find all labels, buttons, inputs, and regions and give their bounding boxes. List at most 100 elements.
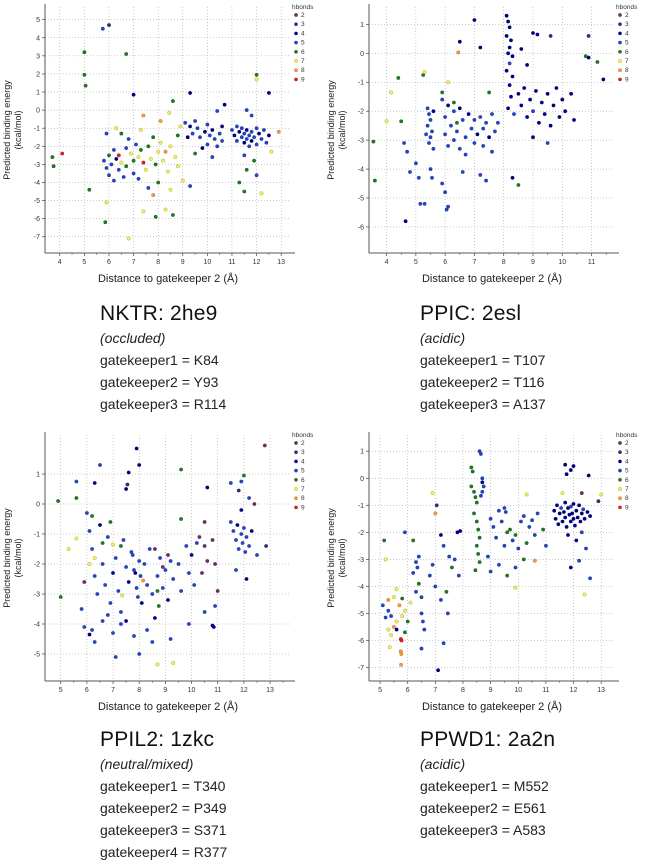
svg-text:0: 0 [36, 108, 40, 115]
svg-text:-1: -1 [358, 503, 364, 510]
svg-text:4: 4 [385, 259, 389, 266]
svg-text:Predicted binding energy: Predicted binding energy [2, 80, 12, 180]
svg-text:10: 10 [203, 259, 211, 266]
svg-text:12: 12 [240, 687, 248, 694]
svg-text:2: 2 [625, 440, 629, 447]
svg-text:7: 7 [625, 486, 629, 493]
svg-text:2: 2 [36, 71, 40, 78]
svg-text:7: 7 [625, 58, 629, 65]
svg-text:-3: -3 [358, 557, 364, 564]
caption-line: gatekeeper1 = M552 [420, 778, 549, 794]
svg-text:8: 8 [137, 687, 141, 694]
caption-line: gatekeeper1 = K84 [100, 352, 219, 368]
svg-text:(kcal/mol): (kcal/mol) [13, 538, 23, 577]
svg-text:Predicted binding energy: Predicted binding energy [326, 508, 336, 608]
svg-text:1: 1 [360, 449, 364, 456]
chart-panel-ppwd1: 5 6 7 8 9 10 11 12 13 1 0 -1 -2 -3 -4 -5 -6 -7 Distance to… [324, 428, 648, 838]
svg-text:3: 3 [625, 449, 629, 456]
svg-text:9: 9 [625, 504, 629, 511]
svg-text:0: 0 [36, 502, 40, 509]
svg-text:10: 10 [514, 687, 522, 694]
svg-text:9: 9 [301, 76, 305, 83]
svg-text:5: 5 [301, 40, 305, 47]
svg-text:5: 5 [301, 468, 305, 475]
chart-caption-ppwd1: PPWD1: 2a2n (acidic) gatekeeper1 = M552 g… [324, 718, 648, 838]
svg-text:7: 7 [433, 687, 437, 694]
svg-text:-4: -4 [34, 622, 40, 629]
svg-text:8: 8 [301, 495, 305, 502]
svg-text:0: 0 [360, 476, 364, 483]
svg-text:Distance to gatekeeper 2 (Å): Distance to gatekeeper 2 (Å) [98, 700, 238, 713]
svg-text:2: 2 [625, 12, 629, 19]
caption-line: gatekeeper2 = T116 [420, 374, 545, 390]
svg-text:3: 3 [301, 21, 305, 28]
chart-caption-ppic: PPIC: 2esl (acidic) gatekeeper1 = T107 ga… [324, 290, 648, 428]
svg-text:-5: -5 [358, 196, 364, 203]
caption-gatekeepers: gatekeeper1 = M552 gatekeeper2 = E561 gate… [420, 778, 648, 838]
caption-line: gatekeeper2 = P349 [100, 800, 227, 816]
caption-gatekeepers: gatekeeper1 = K84 gatekeeper2 = Y93 gateke… [100, 352, 324, 412]
svg-text:-2: -2 [358, 109, 364, 116]
svg-text:2: 2 [301, 12, 305, 19]
svg-text:11: 11 [214, 687, 221, 694]
svg-text:6: 6 [85, 687, 89, 694]
svg-text:-4: -4 [34, 180, 40, 187]
svg-text:(kcal/mol): (kcal/mol) [337, 538, 347, 577]
svg-text:-4: -4 [358, 167, 364, 174]
svg-text:Distance to gatekeeper 2 (Å): Distance to gatekeeper 2 (Å) [422, 272, 562, 285]
svg-text:11: 11 [228, 259, 235, 266]
caption-line: gatekeeper1 = T340 [100, 778, 226, 794]
svg-text:7: 7 [132, 259, 136, 266]
chart-caption-nktr: NKTR: 2he9 (occluded) gatekeeper1 = K84 g… [0, 290, 324, 428]
caption-line: gatekeeper3 = A137 [420, 396, 546, 412]
caption-class: (occluded) [100, 330, 166, 346]
svg-text:9: 9 [489, 687, 493, 694]
svg-text:9: 9 [163, 687, 167, 694]
svg-text:0: 0 [360, 51, 364, 58]
caption-title: PPIL2: 1zkc [100, 728, 215, 751]
svg-text:-3: -3 [358, 138, 364, 145]
svg-text:10: 10 [188, 687, 196, 694]
svg-text:-1: -1 [34, 126, 40, 133]
caption-gatekeepers: gatekeeper1 = T107 gatekeeper2 = T116 gate… [420, 352, 648, 412]
svg-text:-1: -1 [358, 80, 364, 87]
caption-line: gatekeeper2 = Y93 [100, 374, 219, 390]
caption-class: (neutral/mixed) [100, 756, 194, 772]
svg-text:hbonds: hbonds [616, 432, 638, 439]
svg-text:4: 4 [301, 30, 305, 37]
svg-text:6: 6 [301, 49, 305, 56]
caption-title: NKTR: 2he9 [100, 302, 218, 325]
svg-text:7: 7 [301, 58, 305, 65]
svg-text:10: 10 [558, 259, 566, 266]
caption-class: (acidic) [420, 330, 466, 346]
svg-text:4: 4 [625, 458, 629, 465]
svg-text:-7: -7 [358, 665, 364, 672]
svg-text:3: 3 [625, 21, 629, 28]
svg-text:7: 7 [111, 687, 115, 694]
svg-text:Distance to gatekeeper 2 (Å): Distance to gatekeeper 2 (Å) [98, 272, 238, 285]
caption-line: gatekeeper2 = E561 [420, 800, 547, 816]
svg-text:8: 8 [301, 67, 305, 74]
svg-text:3: 3 [36, 53, 40, 60]
svg-text:8: 8 [502, 259, 506, 266]
svg-text:4: 4 [301, 458, 305, 465]
caption-line: gatekeeper1 = T107 [420, 352, 546, 368]
svg-text:hbonds: hbonds [292, 432, 314, 439]
svg-text:12: 12 [253, 259, 261, 266]
svg-text:-2: -2 [358, 530, 364, 537]
svg-text:5: 5 [625, 40, 629, 47]
svg-text:(kcal/mol): (kcal/mol) [13, 110, 23, 149]
svg-text:6: 6 [443, 259, 447, 266]
caption-line: gatekeeper3 = R114 [100, 396, 227, 412]
svg-text:6: 6 [301, 477, 305, 484]
svg-text:-6: -6 [34, 216, 40, 223]
svg-text:5: 5 [414, 259, 418, 266]
svg-text:hbonds: hbonds [292, 4, 314, 11]
svg-text:2: 2 [301, 440, 305, 447]
chart-panel-ppic: 4 5 6 7 8 9 10 11 1 0 -1 -2 -3 -4 -5 -6 Distance to gate… [324, 0, 648, 428]
svg-text:5: 5 [378, 687, 382, 694]
caption-line: gatekeeper3 = A583 [420, 822, 546, 838]
